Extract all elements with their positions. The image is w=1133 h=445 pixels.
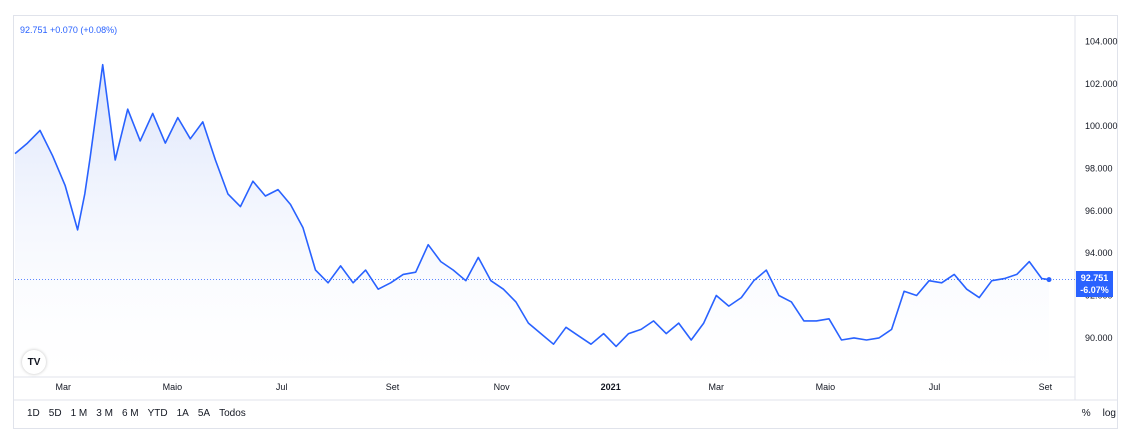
range-6m-button[interactable]: 6 M	[121, 408, 139, 419]
range-1a-button[interactable]: 1A	[176, 408, 189, 419]
chart-frame	[13, 15, 1118, 429]
range-1d-button[interactable]: 1D	[27, 408, 40, 419]
y-tick-label: 102.000	[1085, 79, 1118, 89]
tradingview-logo[interactable]: TV	[22, 350, 46, 374]
legend-change: +0.070 (+0.08%)	[50, 25, 118, 35]
x-tick-label: Nov	[494, 382, 511, 392]
y-tick-label: 96.000	[1085, 206, 1113, 216]
x-tick-label: Mar	[709, 382, 725, 392]
percent-scale-toggle[interactable]: %	[1081, 408, 1091, 419]
range-selector: 1D 5D 1 M 3 M 6 M YTD 1A 5A Todos	[27, 408, 246, 419]
last-price-tag: 92.751 -6.07%	[1076, 271, 1113, 297]
x-tick-label: Set	[386, 382, 400, 392]
range-all-button[interactable]: Todos	[219, 408, 246, 419]
last-price-point	[1046, 277, 1052, 283]
price-area-fill	[15, 64, 1049, 376]
y-tick-label: 100.000	[1085, 121, 1118, 131]
y-tick-label: 94.000	[1085, 248, 1113, 258]
x-tick-label: Jul	[276, 382, 288, 392]
time-axis: Mar Maio Jul Set Nov 2021 Mar Maio Jul Set	[56, 382, 1053, 392]
range-ytd-button[interactable]: YTD	[147, 408, 168, 419]
x-tick-label: Jul	[929, 382, 941, 392]
y-tick-label: 104.000	[1085, 36, 1118, 46]
range-1m-button[interactable]: 1 M	[70, 408, 88, 419]
last-price-change: -6.07%	[1080, 285, 1109, 295]
range-5a-button[interactable]: 5A	[197, 408, 211, 419]
y-tick-label: 98.000	[1085, 164, 1113, 174]
log-scale-toggle[interactable]: log	[1102, 408, 1116, 419]
y-tick-label: 90.000	[1085, 333, 1113, 343]
last-price-value: 92.751	[1080, 273, 1109, 283]
range-5d-button[interactable]: 5D	[48, 408, 62, 419]
x-tick-label: Maio	[816, 382, 836, 392]
plot-area	[14, 63, 1075, 376]
range-3m-button[interactable]: 3 M	[96, 408, 113, 419]
x-tick-label: Maio	[163, 382, 183, 392]
x-tick-label: Set	[1039, 382, 1053, 392]
x-tick-label: Mar	[56, 382, 72, 392]
scale-options: % log	[1082, 408, 1116, 419]
legend-price: 92.751	[20, 25, 48, 35]
logo-mark: TV	[27, 356, 41, 368]
price-legend: 92.751 +0.070 (+0.08%)	[20, 25, 117, 35]
x-tick-label: 2021	[601, 382, 621, 392]
price-series-line	[14, 63, 1050, 348]
